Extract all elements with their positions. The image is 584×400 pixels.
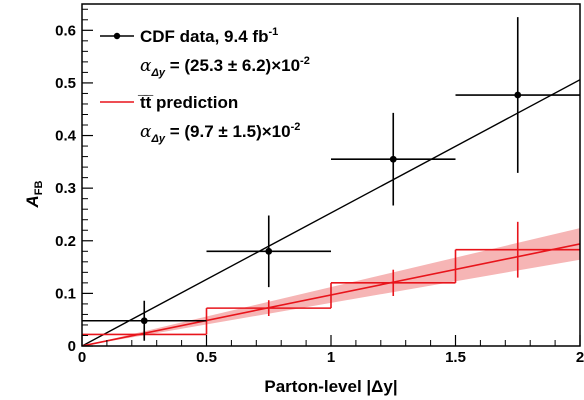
data-point-1 xyxy=(140,317,148,325)
data-points-layer xyxy=(82,17,580,341)
x-tick-label-3: 1.5 xyxy=(445,349,466,366)
legend: CDF data, 9.4 fb-1 αΔy = (25.3 ± 6.2)×10… xyxy=(100,26,310,145)
y-tick-label-0: 0 xyxy=(68,338,76,355)
legend-prediction-label: t̅t̅ prediction xyxy=(138,93,238,112)
legend-data-label: CDF data, 9.4 fb-1 xyxy=(140,26,278,46)
y-axis-label: AFB xyxy=(23,180,45,208)
y-tick-label-2: 0.2 xyxy=(55,233,76,250)
x-axis-label: Parton-level |Δy| xyxy=(264,377,397,396)
y-tick-label-4: 0.4 xyxy=(55,128,77,145)
y-tick-label-6: 0.6 xyxy=(55,22,76,39)
y-tick-label-5: 0.5 xyxy=(55,75,76,92)
x-tick-label-2: 1 xyxy=(327,349,335,366)
x-tick-label-0: 0 xyxy=(78,349,86,366)
data-point-2 xyxy=(265,247,273,255)
legend-prediction-fit: αΔy = (9.7 ± 1.5)×10-2 xyxy=(140,121,300,145)
legend-data-fit: αΔy = (25.3 ± 6.2)×10-2 xyxy=(140,55,310,79)
data-fit-line xyxy=(82,79,580,346)
data-point-4 xyxy=(514,91,522,99)
x-tick-label-4: 2 xyxy=(576,349,584,366)
y-tick-label-3: 0.3 xyxy=(55,180,76,197)
axis-ticks-layer: 0 0.5 1 1.5 2 0 0.1 0.2 0.3 0.4 0.5 0.6 xyxy=(55,8,584,366)
x-tick-label-1: 0.5 xyxy=(196,349,217,366)
data-point-3 xyxy=(389,155,397,163)
legend-data-marker xyxy=(113,32,121,40)
y-tick-label-1: 0.1 xyxy=(55,285,76,302)
